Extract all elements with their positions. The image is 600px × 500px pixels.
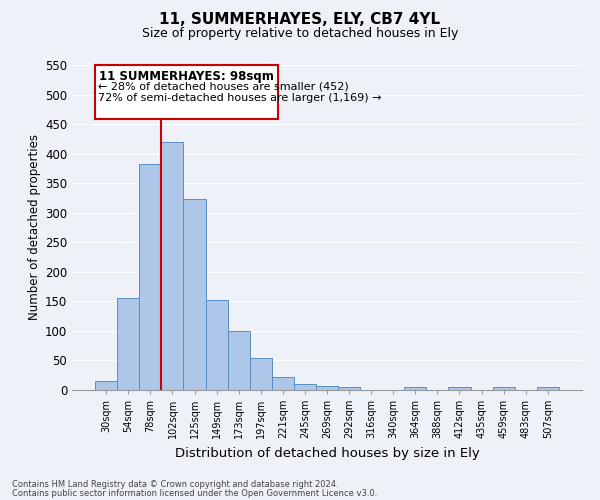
- Bar: [493, 387, 515, 390]
- Text: Size of property relative to detached houses in Ely: Size of property relative to detached ho…: [142, 28, 458, 40]
- Bar: [227, 331, 250, 390]
- Bar: [448, 387, 470, 390]
- Text: ← 28% of detached houses are smaller (452): ← 28% of detached houses are smaller (45…: [98, 82, 349, 92]
- Bar: [250, 358, 272, 390]
- Bar: [316, 386, 338, 390]
- Bar: [294, 384, 316, 390]
- Text: 72% of semi-detached houses are larger (1,169) →: 72% of semi-detached houses are larger (…: [98, 94, 382, 104]
- Bar: [206, 300, 227, 390]
- Bar: [95, 380, 117, 390]
- Bar: [404, 387, 427, 390]
- Bar: [338, 387, 360, 390]
- Text: Contains HM Land Registry data © Crown copyright and database right 2024.: Contains HM Land Registry data © Crown c…: [12, 480, 338, 489]
- Text: 11, SUMMERHAYES, ELY, CB7 4YL: 11, SUMMERHAYES, ELY, CB7 4YL: [160, 12, 440, 28]
- Bar: [139, 164, 161, 390]
- Bar: [537, 387, 559, 390]
- Text: 11 SUMMERHAYES: 98sqm: 11 SUMMERHAYES: 98sqm: [100, 70, 274, 82]
- X-axis label: Distribution of detached houses by size in Ely: Distribution of detached houses by size …: [175, 446, 479, 460]
- Bar: [161, 142, 184, 390]
- Text: Contains public sector information licensed under the Open Government Licence v3: Contains public sector information licen…: [12, 488, 377, 498]
- Bar: [184, 199, 206, 390]
- Bar: [272, 377, 294, 390]
- Bar: [95, 65, 278, 120]
- Y-axis label: Number of detached properties: Number of detached properties: [28, 134, 41, 320]
- Bar: [117, 298, 139, 390]
